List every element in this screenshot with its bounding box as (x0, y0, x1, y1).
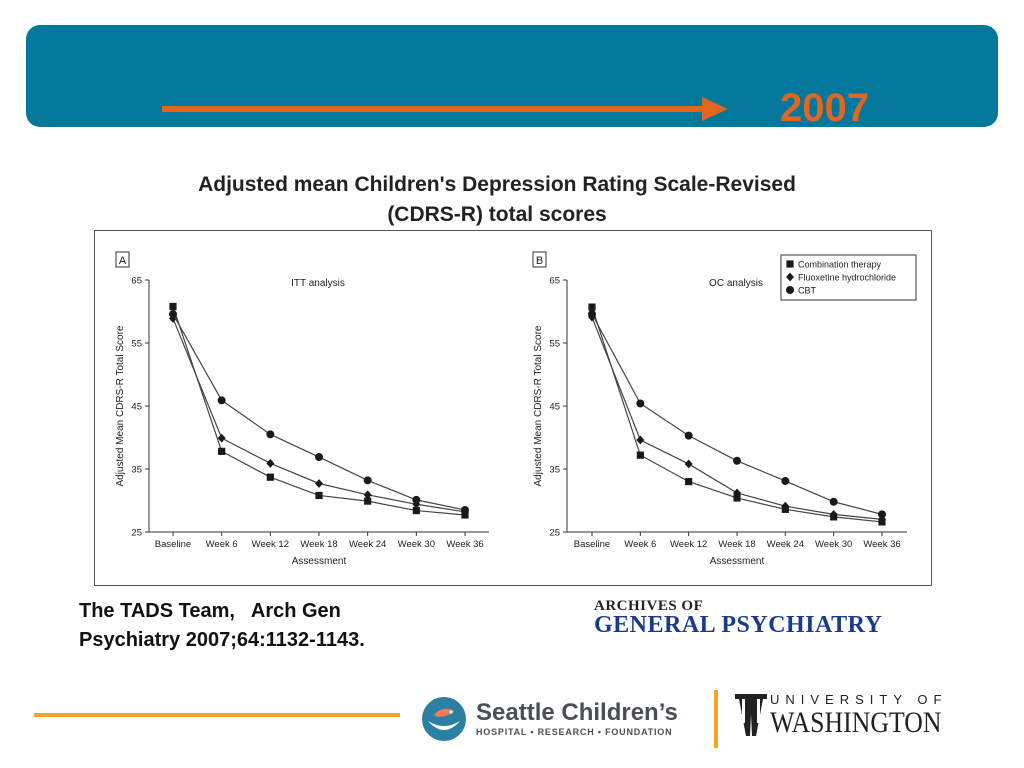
legend-marker-circle (786, 286, 794, 294)
panel-b-point-circle (684, 431, 693, 440)
panel-a-label: A (119, 255, 127, 267)
panel-b-point-square (636, 451, 644, 459)
figure-box: A 25 35 45 55 65 Baseline Week 6 Week 12 Week 18 W… (94, 230, 932, 586)
panel-b-point-square (685, 478, 693, 486)
panel-a-point-square (412, 506, 420, 515)
panel-a-title: ITT analysis (291, 278, 345, 289)
uw-w-mark-icon (735, 694, 767, 736)
legend-label: Fluoxetine hydrochloride (798, 273, 896, 283)
panel-a-point-circle (169, 310, 177, 319)
panel-a-y-tick-label: 45 (131, 402, 142, 413)
panel-a-x-tick-label: Week 30 (398, 539, 435, 550)
panel-a-point-circle (363, 476, 372, 485)
panel-a-x-tick-label: Week 24 (349, 539, 386, 550)
panel-a-point-circle (461, 505, 469, 514)
panel-a-y-tick-label: 55 (131, 339, 142, 350)
panel-b-point-square (588, 303, 596, 311)
citation: The TADS Team, Arch Gen Psychiatry 2007;… (79, 597, 365, 655)
panel-b-x-tick-label: Baseline (574, 539, 610, 550)
panel-a-point-diamond (217, 433, 226, 443)
panel-b-series-line-circle (591, 313, 883, 515)
panel-b-title: OC analysis (709, 278, 763, 289)
panel-b-point-diamond (733, 488, 741, 498)
legend-label: CBT (798, 286, 817, 296)
chart-title-line-2: (CDRS-R) total scores (387, 203, 607, 226)
panel-b-x-tick-label: Week 12 (670, 539, 707, 550)
uw-logo-line-2: WASHINGTON (770, 706, 942, 739)
seattle-childrens-subtitle: HOSPITAL • RESEARCH • FOUNDATION (476, 727, 673, 737)
legend-box (780, 254, 917, 301)
journal-logo: ARCHIVES OF GENERAL PSYCHIATRY (594, 598, 882, 639)
panel-b-y-tick-label: 45 (549, 402, 560, 413)
panel-b-x-tick-label: Week 6 (624, 539, 656, 550)
panel-a-point-circle (266, 430, 275, 439)
panel-a-point-circle (315, 453, 323, 462)
chart-title-line-1: Adjusted mean Children's Depression Rati… (198, 173, 796, 196)
panel-a-point-diamond (363, 490, 372, 500)
timeline-arrow (162, 97, 728, 121)
panel-b-y-tick-label: 25 (549, 528, 560, 539)
panel-b-label: B (536, 255, 543, 267)
panel-a-y-axis-label: Adjusted Mean CDRS-R Total Score (115, 325, 126, 486)
panel-b-point-circle (781, 476, 790, 485)
panel-a-point-circle (217, 396, 226, 405)
journal-logo-line-1: ARCHIVES OF (594, 598, 704, 614)
panel-b-y-tick-label: 35 (549, 465, 560, 476)
citation-line-1: The TADS Team, Arch Gen (79, 600, 341, 622)
seattle-childrens-name: Seattle Children’s (476, 699, 678, 726)
panel-b-label-box (532, 251, 547, 268)
header-year: 2007 (780, 86, 869, 130)
citation-line-2: Psychiatry 2007;64:1132-1143. (79, 629, 365, 651)
seattle-childrens-mark-icon (422, 697, 466, 741)
university-of-washington-logo: UNIVERSITY OF WASHINGTON (734, 690, 944, 748)
panel-b-point-circle (588, 310, 596, 319)
uw-logo-line-1: UNIVERSITY OF (770, 692, 948, 707)
panel-b-y-tick-label: 55 (549, 339, 560, 350)
panel-a-point-square (364, 497, 372, 505)
panel-b-x-axis-label: Assessment (710, 556, 765, 567)
panel-b-point-circle (733, 456, 741, 465)
panel-a-point-circle (412, 495, 421, 504)
panel-b-x-tick-label: Week 24 (767, 539, 804, 550)
panel-a-x-tick-label: Week 36 (446, 539, 483, 550)
chart-title: Adjusted mean Children's Depression Rati… (100, 170, 894, 230)
panel-a-x-tick-label: Week 12 (252, 539, 289, 550)
panel-a-x-axis-label: Assessment (292, 556, 347, 567)
journal-logo-line-2: GENERAL PSYCHIATRY (594, 612, 883, 638)
panel-b-point-square (733, 494, 741, 502)
panel-a-label-box (115, 251, 130, 268)
panel-a-y-tick-label: 35 (131, 465, 142, 476)
legend-marker-square (786, 260, 794, 268)
panel-b-point-diamond (636, 435, 645, 445)
panel-a-point-square (266, 473, 274, 481)
panel-a-point-square (315, 491, 323, 500)
panel-a-y-tick-label: 25 (131, 528, 142, 539)
panel-b-y-tick-label: 65 (549, 276, 560, 287)
panel-a-point-square (218, 447, 226, 455)
panel-b-point-circle (878, 510, 886, 519)
panel-a-point-square (169, 302, 177, 311)
panel-b-point-diamond (781, 501, 790, 511)
panel-b-point-diamond (684, 459, 693, 469)
panel-a-x-tick-label: Week 18 (300, 539, 337, 550)
panel-b-point-circle (636, 399, 645, 408)
line-chart-figure: A 25 35 45 55 65 Baseline Week 6 Week 12 Week 18 W… (115, 251, 917, 567)
panel-b-x-tick-label: Week 30 (815, 539, 852, 550)
panel-a-point-diamond (266, 458, 275, 468)
panel-b-x-tick-label: Week 18 (718, 539, 755, 550)
seattle-childrens-logo: Seattle Children’s HOSPITAL • RESEARCH •… (420, 695, 710, 745)
panel-b-point-circle (829, 497, 838, 506)
footer-rule (34, 713, 400, 717)
logo-divider (714, 690, 718, 748)
panel-a-point-diamond (315, 479, 323, 488)
panel-b-x-tick-label: Week 36 (863, 539, 900, 550)
panel-b-y-axis-label: Adjusted Mean CDRS-R Total Score (533, 325, 544, 486)
panel-a-y-tick-label: 65 (131, 276, 142, 287)
panel-a-x-tick-label: Week 6 (206, 539, 238, 550)
legend-label: Combination therapy (798, 260, 882, 270)
panel-a-x-tick-label: Baseline (155, 539, 191, 550)
